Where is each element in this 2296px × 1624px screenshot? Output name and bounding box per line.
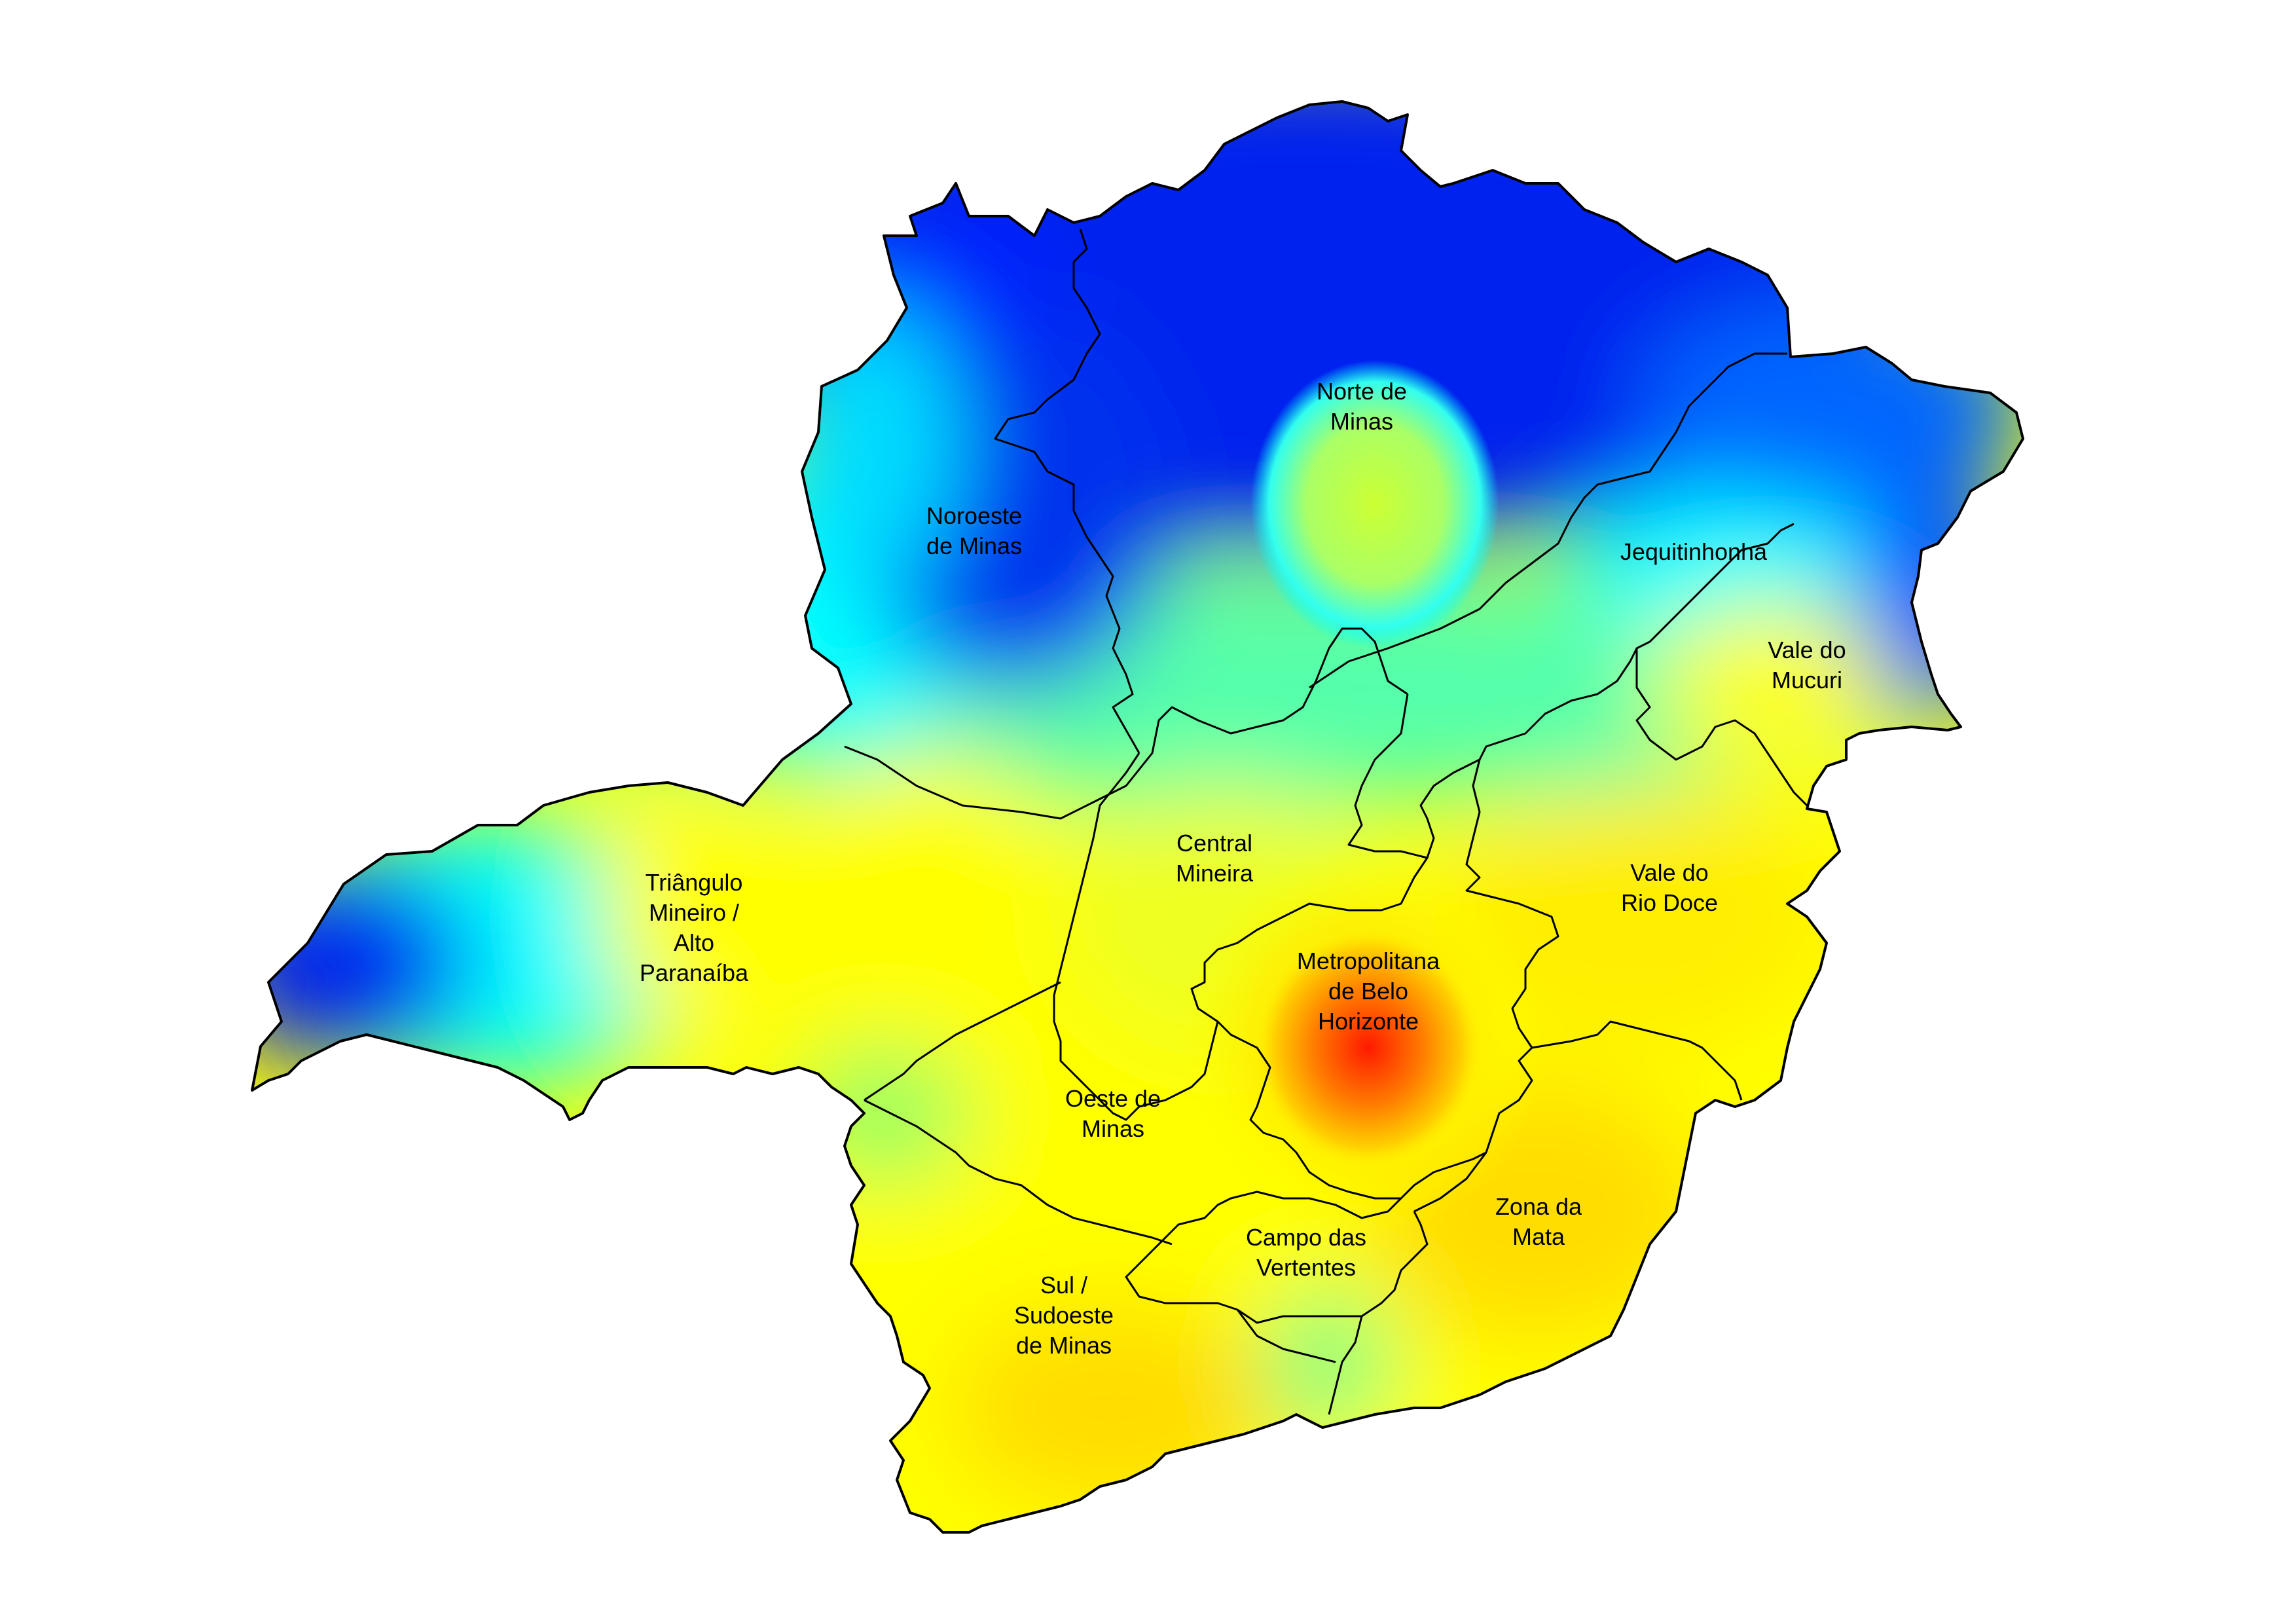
norte-hotspot bbox=[1250, 360, 1499, 648]
region-borders bbox=[844, 229, 1808, 1415]
label-zona-da-mata: Zona da Mata bbox=[1495, 1193, 1582, 1250]
label-triangulo-mineiro: Triângulo Mineiro / Alto Paranaíba bbox=[640, 869, 749, 986]
label-central-mineira: Central Mineira bbox=[1176, 830, 1254, 887]
label-vale-do-rio-doce: Vale do Rio Doce bbox=[1621, 859, 1718, 916]
region-labels: Norte de Minas Noroeste de Minas Jequitinh… bbox=[640, 378, 1846, 1359]
metropolitana-hotspot bbox=[1250, 923, 1486, 1172]
label-noroeste-de-minas: Noroeste de Minas bbox=[926, 502, 1022, 559]
label-norte-de-minas: Norte de Minas bbox=[1317, 378, 1407, 435]
label-oeste-de-minas: Oeste de Minas bbox=[1065, 1085, 1161, 1142]
label-campo-das-vertentes: Campo das Vertentes bbox=[1246, 1224, 1366, 1281]
label-sul-sudoeste: Sul / Sudoeste de Minas bbox=[1014, 1272, 1114, 1359]
label-metropolitana-bh: Metropolitana de Belo Horizonte bbox=[1297, 948, 1440, 1035]
label-vale-do-mucuri: Vale do Mucuri bbox=[1768, 637, 1846, 693]
label-jequitinhonha: Jequitinhonha bbox=[1620, 538, 1768, 565]
